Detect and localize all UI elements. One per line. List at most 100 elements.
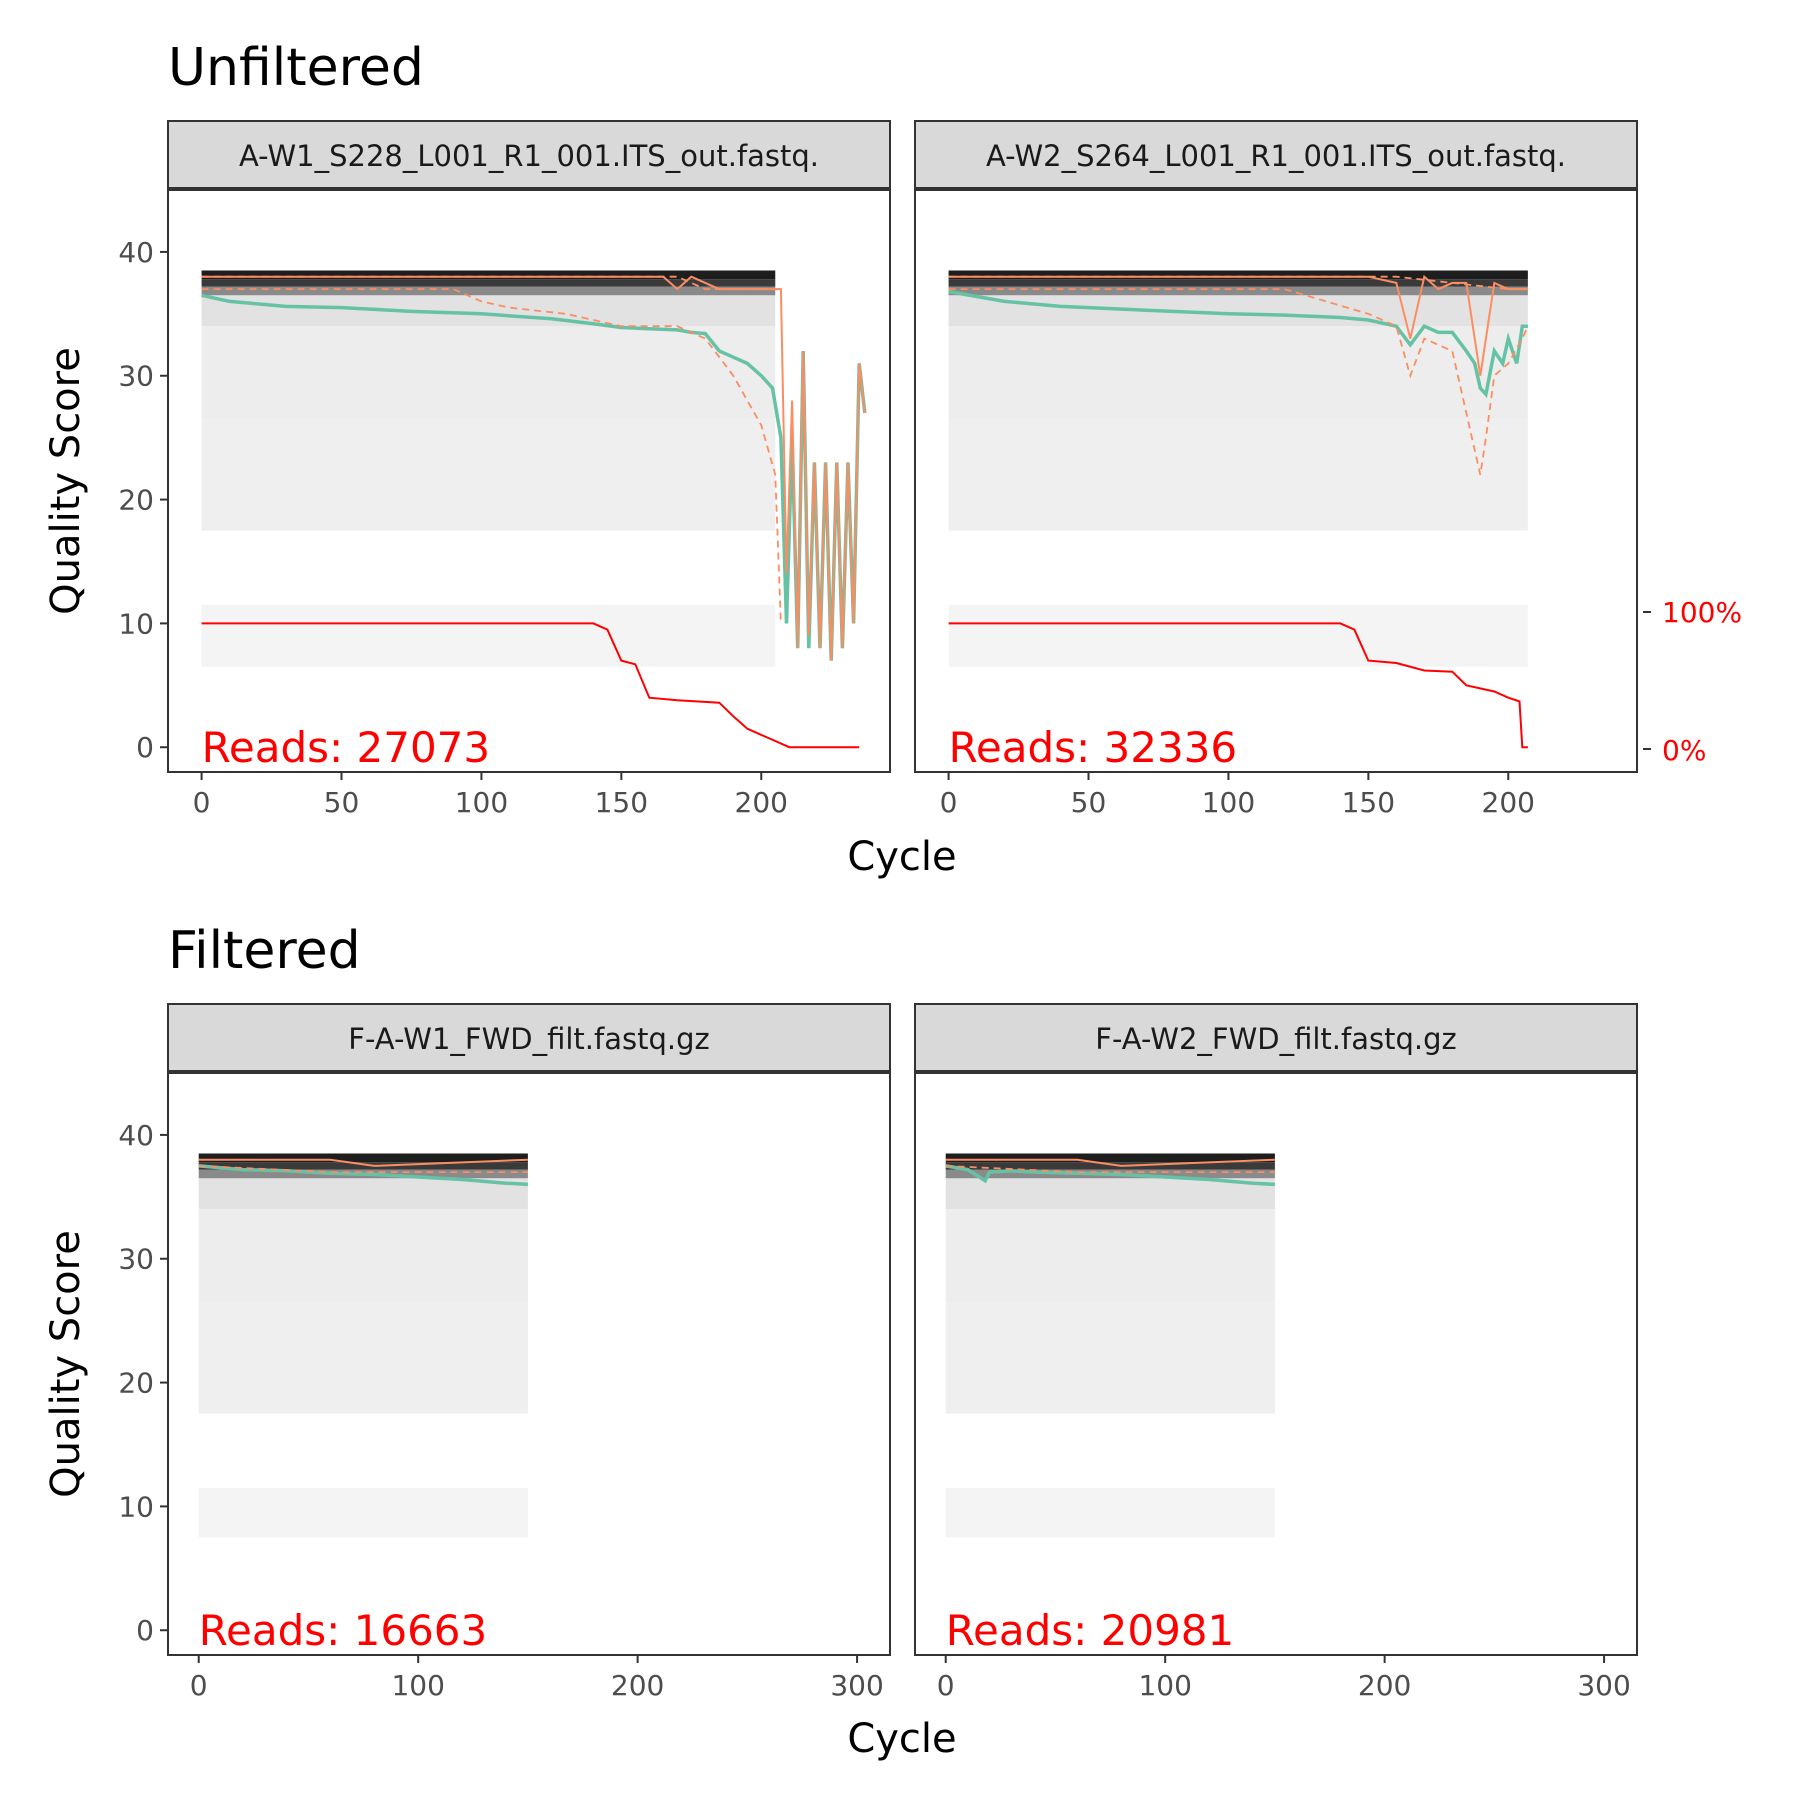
panel-border <box>914 189 1638 773</box>
heatmap-band <box>201 279 776 287</box>
series-line-q75 <box>201 275 781 291</box>
series-line-median <box>198 1158 528 1167</box>
reads-label: Reads: 27073 <box>202 723 491 772</box>
y-tick-label: 40 <box>118 236 154 269</box>
series-line-mean <box>948 289 1528 399</box>
heatmap-band <box>201 295 776 327</box>
series-lines <box>198 1158 528 1187</box>
x-tick-label: 50 <box>324 786 360 819</box>
series-line-cumulative <box>201 622 860 749</box>
heatmap-band <box>201 604 776 667</box>
x-tick-label: 0 <box>940 786 958 819</box>
strip-background <box>167 120 891 189</box>
y-tick-label: 40 <box>118 1119 154 1152</box>
x-tick-label: 0 <box>190 1669 208 1702</box>
heatmap-band <box>201 286 776 296</box>
strip-label: A-W2_S264_L001_R1_001.ITS_out.fastq. <box>986 139 1566 173</box>
x-tick-label: 100 <box>1202 786 1255 819</box>
series-line-mean <box>945 1164 1275 1187</box>
x-tick-label: 200 <box>735 786 788 819</box>
heatmap-band <box>945 1302 1275 1414</box>
x-tick-label: 150 <box>1342 786 1395 819</box>
cumulative-axis-label-0: 0% <box>1662 734 1706 767</box>
x-tick-label: 300 <box>1577 1669 1630 1702</box>
heatmap-band <box>948 295 1528 327</box>
y-tick-label: 10 <box>118 1490 154 1523</box>
quality-heatmap <box>948 270 1528 667</box>
series-line-q25 <box>948 288 1529 475</box>
x-tick-label: 0 <box>193 786 211 819</box>
panel-filtered-w1: F-A-W1_FWD_filt.fastq.gz Reads: 16663 0 10… <box>118 1003 891 1702</box>
strip-label: A-W1_S228_L001_R1_001.ITS_out.fastq. <box>239 139 819 173</box>
x-tick-label: 200 <box>1482 786 1535 819</box>
y-tick-label: 0 <box>136 731 154 764</box>
section-title-unfiltered: Unfiltered <box>168 38 424 98</box>
series-line-q25 <box>201 288 782 624</box>
x-tick-label: 0 <box>937 1669 955 1702</box>
x-tick-label: 100 <box>1138 1669 1191 1702</box>
heatmap-band <box>198 1209 528 1303</box>
heatmap-band <box>948 279 1528 287</box>
x-tick-label: 300 <box>830 1669 883 1702</box>
strip-label: F-A-W2_FWD_filt.fastq.gz <box>1095 1022 1456 1056</box>
heatmap-band <box>945 1162 1275 1170</box>
strip-label: F-A-W1_FWD_filt.fastq.gz <box>348 1022 709 1056</box>
heatmap-band <box>948 270 1528 280</box>
heatmap-band <box>945 1487 1275 1538</box>
heatmap-band <box>948 326 1528 420</box>
heatmap-band <box>201 270 776 280</box>
series-line-q25 <box>198 1165 528 1173</box>
heatmap-band <box>198 1178 528 1210</box>
y-tick-label: 30 <box>118 1243 154 1276</box>
x-axis-title-filtered: Cycle <box>847 1716 956 1762</box>
reads-label: Reads: 20981 <box>946 1606 1235 1655</box>
y-tick-label: 10 <box>118 607 154 640</box>
reads-label: Reads: 16663 <box>199 1606 488 1655</box>
panel-filtered-w2: F-A-W2_FWD_filt.fastq.gz Reads: 20981 0 10… <box>914 1003 1638 1702</box>
heatmap-band <box>945 1209 1275 1303</box>
panel-border <box>167 1072 891 1656</box>
heatmap-band <box>201 419 776 531</box>
heatmap-band <box>201 326 776 420</box>
series-lines <box>948 274 1529 749</box>
strip-background <box>167 1003 891 1072</box>
strip-background <box>914 1003 1638 1072</box>
heatmap-band <box>198 1302 528 1414</box>
series-line-median <box>201 275 866 661</box>
series-line-q75 <box>948 275 1528 291</box>
panel-border <box>167 189 891 773</box>
series-line-mean <box>198 1164 528 1187</box>
cumulative-axis-label-100: 100% <box>1662 596 1742 629</box>
panel-border <box>914 1072 1638 1656</box>
section-title-filtered: Filtered <box>168 921 361 981</box>
series-line-q25 <box>945 1165 1275 1173</box>
series-lines <box>201 275 867 749</box>
reads-label: Reads: 32336 <box>949 723 1238 772</box>
x-tick-label: 200 <box>1358 1669 1411 1702</box>
heatmap-band <box>948 419 1528 531</box>
y-tick-label: 20 <box>118 484 154 517</box>
y-tick-label: 20 <box>118 1367 154 1400</box>
x-tick-label: 150 <box>595 786 648 819</box>
heatmap-band <box>948 286 1528 296</box>
series-lines <box>945 1158 1275 1187</box>
quality-heatmap <box>201 270 776 667</box>
x-axis-title-unfiltered: Cycle <box>847 834 956 880</box>
heatmap-band <box>948 604 1528 667</box>
panel-unfiltered-w2: A-W2_S264_L001_R1_001.ITS_out.fastq. Rea… <box>914 120 1638 819</box>
y-axis-title-unfiltered: Quality Score <box>43 347 89 615</box>
y-axis-title-filtered: Quality Score <box>43 1230 89 1498</box>
strip-background <box>914 120 1638 189</box>
series-line-cumulative <box>948 622 1528 749</box>
y-tick-label: 30 <box>118 360 154 393</box>
x-tick-label: 100 <box>391 1669 444 1702</box>
x-tick-label: 200 <box>611 1669 664 1702</box>
series-line-median <box>948 274 1528 376</box>
heatmap-band <box>198 1487 528 1538</box>
panel-unfiltered-w1: A-W1_S228_L001_R1_001.ITS_out.fastq. Rea… <box>118 120 891 819</box>
x-tick-label: 100 <box>455 786 508 819</box>
heatmap-band <box>945 1153 1275 1163</box>
quality-heatmap <box>198 1153 528 1538</box>
